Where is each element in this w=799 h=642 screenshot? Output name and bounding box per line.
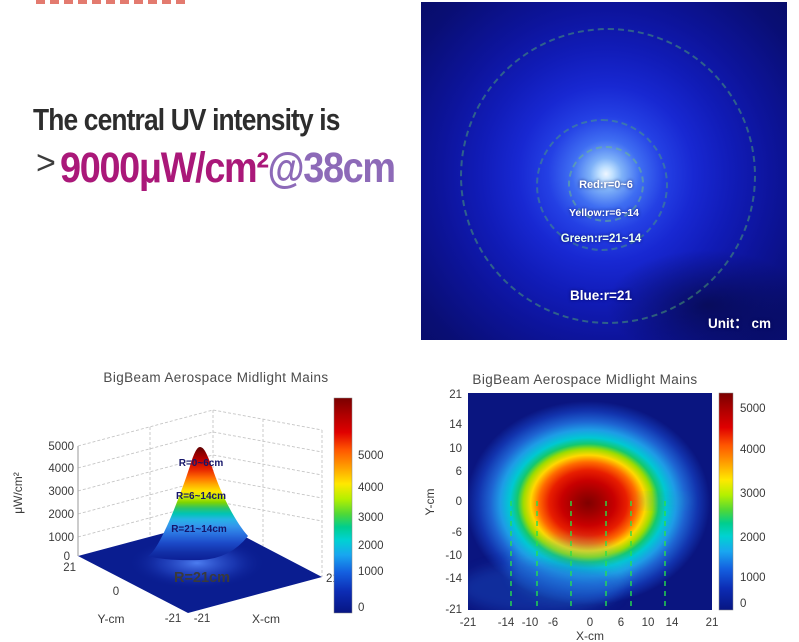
x-tick-neg21: -21	[194, 613, 211, 625]
cb-tick-3000: 3000	[358, 512, 384, 524]
intensity-value-purple: @38cm	[267, 144, 396, 192]
x-axis-label: X-cm	[252, 612, 280, 626]
hm-x-tick-5: 6	[618, 617, 624, 629]
intensity-value-magenta: 9000μW/cm²	[59, 144, 269, 192]
y-tick-0: 0	[113, 586, 119, 598]
surface-label-r2114: R=21~14cm	[171, 524, 227, 535]
headline-text-inner: The central UV intensity is	[33, 102, 340, 137]
surface-label-r06: R=0~6cm	[179, 458, 224, 469]
hm-y-tick-7: -14	[445, 573, 462, 585]
cb-tick-4000: 4000	[358, 482, 384, 494]
uv-beam-photo-panel: Red:r=0~6 Yellow:r=6~14 Green:r=21~14 Bl…	[421, 2, 787, 340]
heatmap-blob	[468, 401, 710, 610]
hm-y-tick-1: 14	[449, 419, 462, 431]
heatmap-plot-title: BigBeam Aerospace Midlight Mains	[472, 372, 697, 387]
greater-than-symbol: >	[36, 144, 56, 182]
z-axis-label: μW/cm²	[11, 472, 25, 514]
hm-x-tick-1: -14	[498, 617, 515, 629]
hm-x-axis-label: X-cm	[576, 629, 604, 642]
hm-cb-tick-3000: 3000	[740, 488, 766, 500]
z-tick-1000: 1000	[48, 532, 74, 544]
surface-plot-3d: BigBeam Aerospace Midlight Mains R=0~6cm…	[11, 370, 384, 626]
surface-colorbar	[333, 397, 353, 614]
z-tick-2000: 2000	[48, 509, 74, 521]
z-tick-4000: 4000	[48, 463, 74, 475]
hm-x-tick-0: -21	[460, 617, 477, 629]
radius-circle-r14	[536, 119, 668, 251]
zone-label-green: Green:r=21~14	[560, 233, 642, 245]
z-tick-5000: 5000	[48, 441, 74, 453]
dashed-guide-lines	[510, 501, 666, 610]
hm-y-tick-6: -10	[445, 550, 462, 562]
hm-cb-tick-2000: 2000	[740, 532, 766, 544]
heatmap-plot-2d: BigBeam Aerospace Midlight Mains 21 14 1…	[423, 372, 766, 642]
y-tick-21: 21	[63, 562, 76, 574]
z-tick-0: 0	[64, 551, 70, 563]
z-tick-3000: 3000	[48, 486, 74, 498]
cb-tick-1000: 1000	[358, 566, 384, 578]
hm-y-tick-3: 6	[456, 466, 462, 478]
radius-circle-r21	[460, 28, 756, 324]
hm-cb-tick-5000: 5000	[740, 403, 766, 415]
hm-x-tick-3: -6	[548, 617, 558, 629]
hm-y-tick-0: 21	[449, 389, 462, 401]
radius-circle-r6	[568, 146, 644, 222]
bell-surface	[148, 447, 248, 561]
surface-plot-gridlines	[77, 409, 323, 577]
cb-tick-0: 0	[358, 602, 364, 614]
hm-cb-tick-4000: 4000	[740, 444, 766, 456]
headline-text: The central UV intensity is	[33, 102, 394, 138]
zone-label-blue: Blue:r=21	[570, 288, 632, 303]
hm-y-tick-8: -21	[445, 604, 462, 616]
surface-label-r21: R=21cm	[174, 570, 230, 586]
hm-cb-tick-0: 0	[740, 598, 746, 610]
intensity-value-line: >9000μW/cm²@38cm	[36, 144, 440, 193]
hm-y-axis-label: Y-cm	[423, 489, 437, 516]
hm-y-tick-2: 10	[449, 443, 462, 455]
cb-tick-5000: 5000	[358, 450, 384, 462]
hm-cb-tick-1000: 1000	[740, 572, 766, 584]
cb-tick-2000: 2000	[358, 540, 384, 552]
hm-x-tick-4: 0	[587, 617, 593, 629]
hm-x-tick-6: 10	[642, 617, 655, 629]
surface-label-r614: R=6~14cm	[176, 491, 226, 502]
y-axis-label: Y-cm	[98, 612, 125, 626]
zone-label-yellow: Yellow:r=6~14	[568, 207, 640, 219]
cut-off-red-text	[36, 0, 188, 4]
unit-label: Unit： cm	[707, 316, 771, 331]
y-tick-neg21: -21	[165, 613, 182, 625]
hm-x-tick-7: 14	[666, 617, 679, 629]
heatmap-colorbar	[718, 392, 734, 611]
hm-x-tick-8: 21	[706, 617, 719, 629]
surface-plot-title: BigBeam Aerospace Midlight Mains	[103, 370, 328, 385]
hm-y-tick-5: -6	[452, 527, 462, 539]
hm-x-tick-2: -10	[522, 617, 539, 629]
zone-label-red: Red:r=0~6	[579, 179, 633, 191]
hm-y-tick-4: 0	[456, 496, 462, 508]
